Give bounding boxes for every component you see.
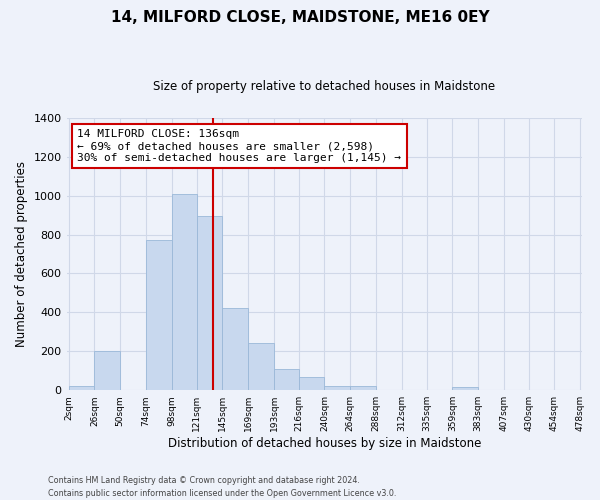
Bar	[248, 342, 274, 390]
Bar	[274, 369, 299, 390]
Bar	[197, 216, 223, 390]
Text: 14, MILFORD CLOSE, MAIDSTONE, ME16 0EY: 14, MILFORD CLOSE, MAIDSTONE, ME16 0EY	[110, 10, 490, 25]
Y-axis label: Number of detached properties: Number of detached properties	[15, 161, 28, 347]
Text: Contains HM Land Registry data © Crown copyright and database right 2024.
Contai: Contains HM Land Registry data © Crown c…	[48, 476, 397, 498]
X-axis label: Distribution of detached houses by size in Maidstone: Distribution of detached houses by size …	[168, 437, 481, 450]
Bar	[299, 376, 325, 390]
Title: Size of property relative to detached houses in Maidstone: Size of property relative to detached ho…	[154, 80, 496, 93]
Bar	[350, 386, 376, 390]
Bar	[68, 386, 94, 390]
Bar	[94, 352, 120, 390]
Bar	[325, 386, 350, 390]
Bar	[452, 388, 478, 390]
Bar	[146, 240, 172, 390]
Bar	[223, 308, 248, 390]
Bar	[172, 194, 197, 390]
Text: 14 MILFORD CLOSE: 136sqm
← 69% of detached houses are smaller (2,598)
30% of sem: 14 MILFORD CLOSE: 136sqm ← 69% of detach…	[77, 130, 401, 162]
